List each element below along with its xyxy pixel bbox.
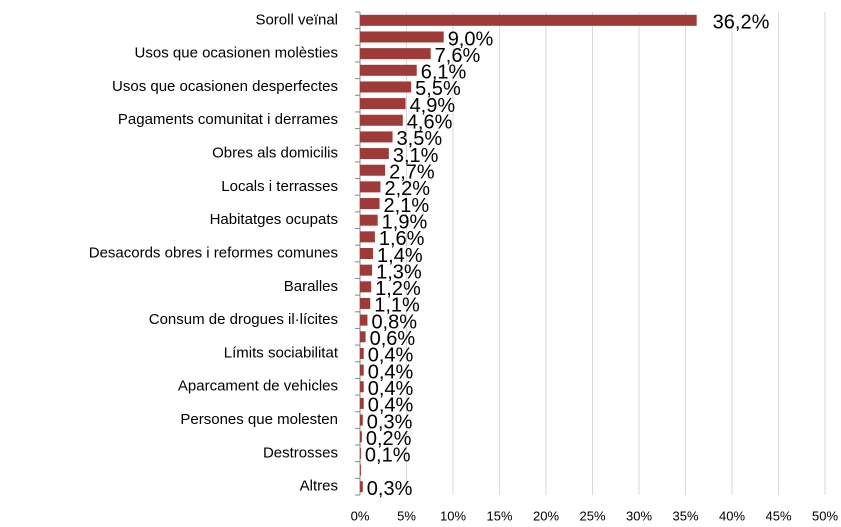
y-tick-label: Soroll veïnal [255,11,338,28]
y-tick-label: Persones que molesten [180,411,338,428]
bar [360,198,380,210]
bar [360,347,364,359]
value-label: 9,0% [448,28,494,50]
bar [360,331,366,343]
value-label: 6,1% [421,62,467,84]
value-label: 0,1% [365,445,411,467]
bar [360,114,403,126]
y-tick-label: Usos que ocasionen molèsties [135,45,338,62]
bar [360,148,389,160]
bar [360,297,371,309]
value-label: 2,7% [389,162,435,184]
bar [360,397,364,409]
value-label: 4,9% [410,95,456,117]
x-tick-label: 30% [626,508,652,523]
value-label: 3,5% [397,128,443,150]
value-label: 0,6% [370,328,416,350]
bar [360,464,361,476]
value-label: 1,3% [376,261,422,283]
y-tick-label: Límits sociabilitat [224,344,339,361]
y-tick-label: Destrosses [263,444,338,461]
x-tick-label: 20% [533,508,559,523]
value-label: 1,9% [382,211,428,233]
value-label: 1,1% [374,295,420,317]
value-label: 3,1% [393,145,439,167]
value-label: 0,4% [368,361,414,383]
bar [360,447,361,459]
bar [360,431,362,443]
value-label: 0,2% [366,428,412,450]
value-label: 0,3% [367,411,413,433]
value-label: 1,2% [375,278,421,300]
x-tick-label: 0% [351,508,370,523]
bar [360,164,386,176]
bar [360,264,373,276]
value-label: 2,1% [384,195,430,217]
value-label: 36,2% [713,12,770,34]
x-tick-label: 15% [486,508,512,523]
bar [360,364,364,376]
value-label: 0,4% [368,345,414,367]
bar [360,131,393,143]
y-tick-label: Altres [300,478,338,495]
bar [360,81,412,93]
y-tick-label: Consum de drogues il·lícites [149,311,338,328]
y-tick-label: Aparcament de vehicles [178,378,338,395]
bar [360,64,417,76]
value-label: 1,4% [377,245,423,267]
bar [360,414,363,426]
bar [360,248,374,259]
x-tick-label: 40% [719,508,745,523]
y-tick-label: Habitatges ocupats [210,211,338,228]
bar [360,98,406,110]
x-tick-label: 5% [397,508,416,523]
bar [360,231,375,243]
y-tick-label: Obres als domicilis [212,145,338,162]
y-tick-label: Desacords obres i reformes comunes [89,244,338,261]
bar [360,48,431,60]
value-label: 2,2% [384,178,430,200]
bar [360,31,444,43]
y-tick-label: Baralles [284,278,338,295]
value-label: 1,6% [379,228,425,250]
bar [360,181,381,193]
value-label: 4,6% [407,112,453,134]
bar [360,314,368,326]
x-tick-label: 35% [672,508,698,523]
value-label: 5,5% [415,78,461,100]
value-label: 0,4% [368,378,414,400]
value-label: 0,3% [367,478,413,500]
value-label: 7,6% [435,45,481,67]
x-tick-label: 50% [812,508,838,523]
bar [360,481,363,493]
y-tick-label: Locals i terrasses [221,178,338,195]
x-tick-label: 25% [579,508,605,523]
value-label: 0,8% [371,311,417,333]
bar [360,14,697,26]
bar [360,381,364,393]
y-tick-label: Pagaments comunitat i derrames [118,111,338,128]
x-tick-label: 10% [440,508,466,523]
x-tick-label: 45% [765,508,791,523]
value-label: 0,4% [368,395,414,417]
bar [360,214,378,226]
y-tick-label: Usos que ocasionen desperfectes [112,78,338,95]
bar [360,281,372,293]
